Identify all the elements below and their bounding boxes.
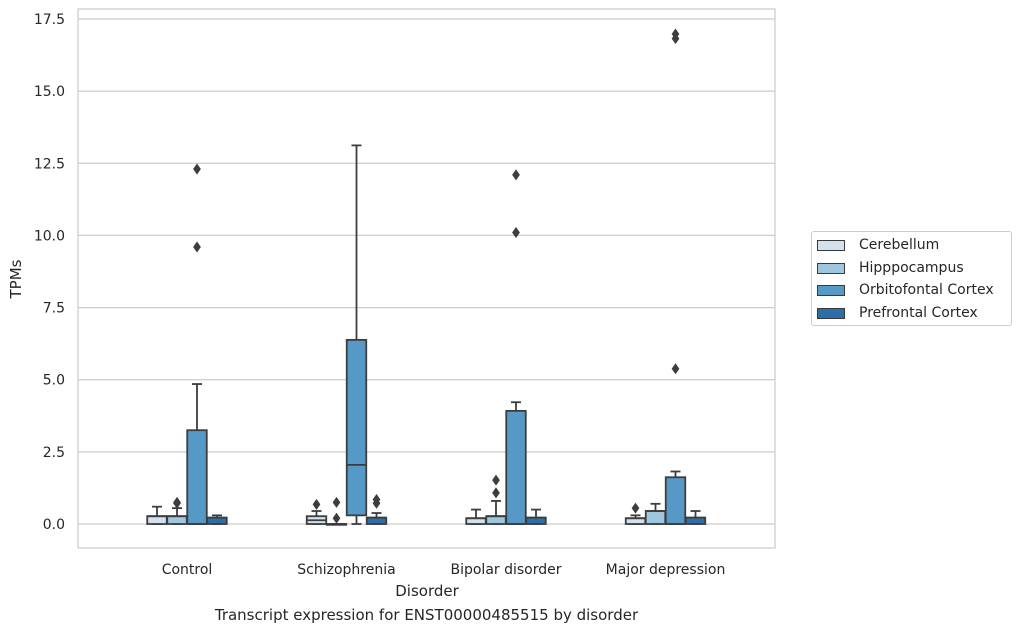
box-group bbox=[345, 144, 368, 525]
y-tick-label: 5.0 bbox=[43, 373, 65, 389]
legend-label-hipppocampus: Hipppocampus bbox=[859, 260, 964, 276]
legend-item-cerebellum: Cerebellum bbox=[817, 235, 939, 255]
outlier-point bbox=[332, 496, 341, 508]
box-group bbox=[166, 496, 188, 525]
box-group bbox=[485, 474, 507, 525]
x-tick-label: Bipolar disorder bbox=[450, 562, 561, 578]
outlier-point bbox=[512, 227, 520, 239]
legend-swatch-hipppocampus bbox=[817, 262, 845, 274]
y-tick-label: 17.5 bbox=[34, 12, 65, 28]
y-tick-label: 0.0 bbox=[43, 517, 65, 533]
chart-caption: Transcript expression for ENST0000048551… bbox=[214, 606, 639, 624]
box-body bbox=[505, 409, 527, 525]
y-axis-label: TPMs bbox=[7, 259, 25, 299]
y-tick-label: 10.0 bbox=[34, 228, 65, 244]
box-body bbox=[206, 516, 228, 525]
box-body bbox=[644, 510, 667, 525]
y-tick-label: 12.5 bbox=[34, 156, 65, 172]
legend-label-cerebellum: Cerebellum bbox=[859, 237, 940, 253]
outlier-point bbox=[512, 169, 520, 181]
box-body bbox=[525, 516, 547, 525]
legend: Cerebellum Hipppocampus Orbitofontal Cor… bbox=[811, 231, 1012, 326]
x-axis-label: Disorder bbox=[395, 582, 459, 600]
plot-frame bbox=[77, 8, 776, 549]
box-marks bbox=[146, 28, 707, 526]
outlier-point bbox=[631, 502, 640, 514]
box-body bbox=[664, 476, 687, 525]
box-group bbox=[525, 508, 547, 525]
outlier-point bbox=[193, 163, 201, 175]
outlier-point bbox=[492, 487, 500, 499]
box-body bbox=[186, 429, 208, 525]
box-group bbox=[624, 502, 647, 525]
box-group bbox=[186, 163, 208, 525]
outlier-point bbox=[671, 363, 680, 375]
outlier-point bbox=[492, 474, 500, 486]
outlier-point bbox=[173, 497, 181, 509]
outlier-point bbox=[312, 498, 321, 510]
box-group bbox=[684, 510, 707, 525]
legend-label-orbitofontal-cortex: Orbitofontal Cortex bbox=[859, 282, 994, 298]
box-group bbox=[146, 505, 168, 525]
legend-label-prefrontal-cortex: Prefrontal Cortex bbox=[859, 305, 978, 321]
box-body bbox=[166, 515, 188, 525]
outlier-point bbox=[332, 512, 341, 524]
outlier-point bbox=[193, 241, 201, 253]
box-group bbox=[325, 496, 348, 526]
box-group bbox=[644, 502, 667, 525]
box-group bbox=[465, 508, 487, 525]
x-tick-label: Control bbox=[162, 562, 213, 578]
y-tick-label: 7.5 bbox=[43, 301, 65, 317]
box-body bbox=[146, 515, 168, 525]
legend-item-hipppocampus: Hipppocampus bbox=[817, 258, 964, 278]
x-tick-label: Major depression bbox=[606, 562, 726, 578]
legend-swatch-cerebellum bbox=[817, 239, 845, 251]
box-group bbox=[305, 498, 328, 525]
box-body bbox=[345, 338, 368, 517]
box-group bbox=[206, 514, 228, 525]
legend-swatch-prefrontal-cortex bbox=[817, 307, 845, 319]
outlier-point bbox=[671, 28, 680, 40]
legend-item-prefrontal-cortex: Prefrontal Cortex bbox=[817, 303, 978, 323]
legend-swatch-orbitofontal-cortex bbox=[817, 284, 845, 296]
y-tick-label: 15.0 bbox=[34, 84, 65, 100]
grid-lines bbox=[78, 18, 775, 525]
y-tick-label: 2.5 bbox=[43, 445, 65, 461]
box-body bbox=[365, 516, 388, 525]
tick-labels: 0.0 2.5 5.0 7.5 10.0 12.5 15.0 17.5 Control Schiz… bbox=[34, 12, 726, 578]
legend-item-orbitofontal-cortex: Orbitofontal Cortex bbox=[817, 280, 994, 300]
box-group bbox=[365, 493, 388, 525]
outlier-point bbox=[372, 493, 381, 505]
box-group bbox=[505, 169, 527, 525]
x-tick-label: Schizophrenia bbox=[297, 562, 395, 578]
box-group bbox=[664, 28, 687, 525]
box-body bbox=[485, 515, 507, 525]
box-body bbox=[684, 516, 707, 525]
